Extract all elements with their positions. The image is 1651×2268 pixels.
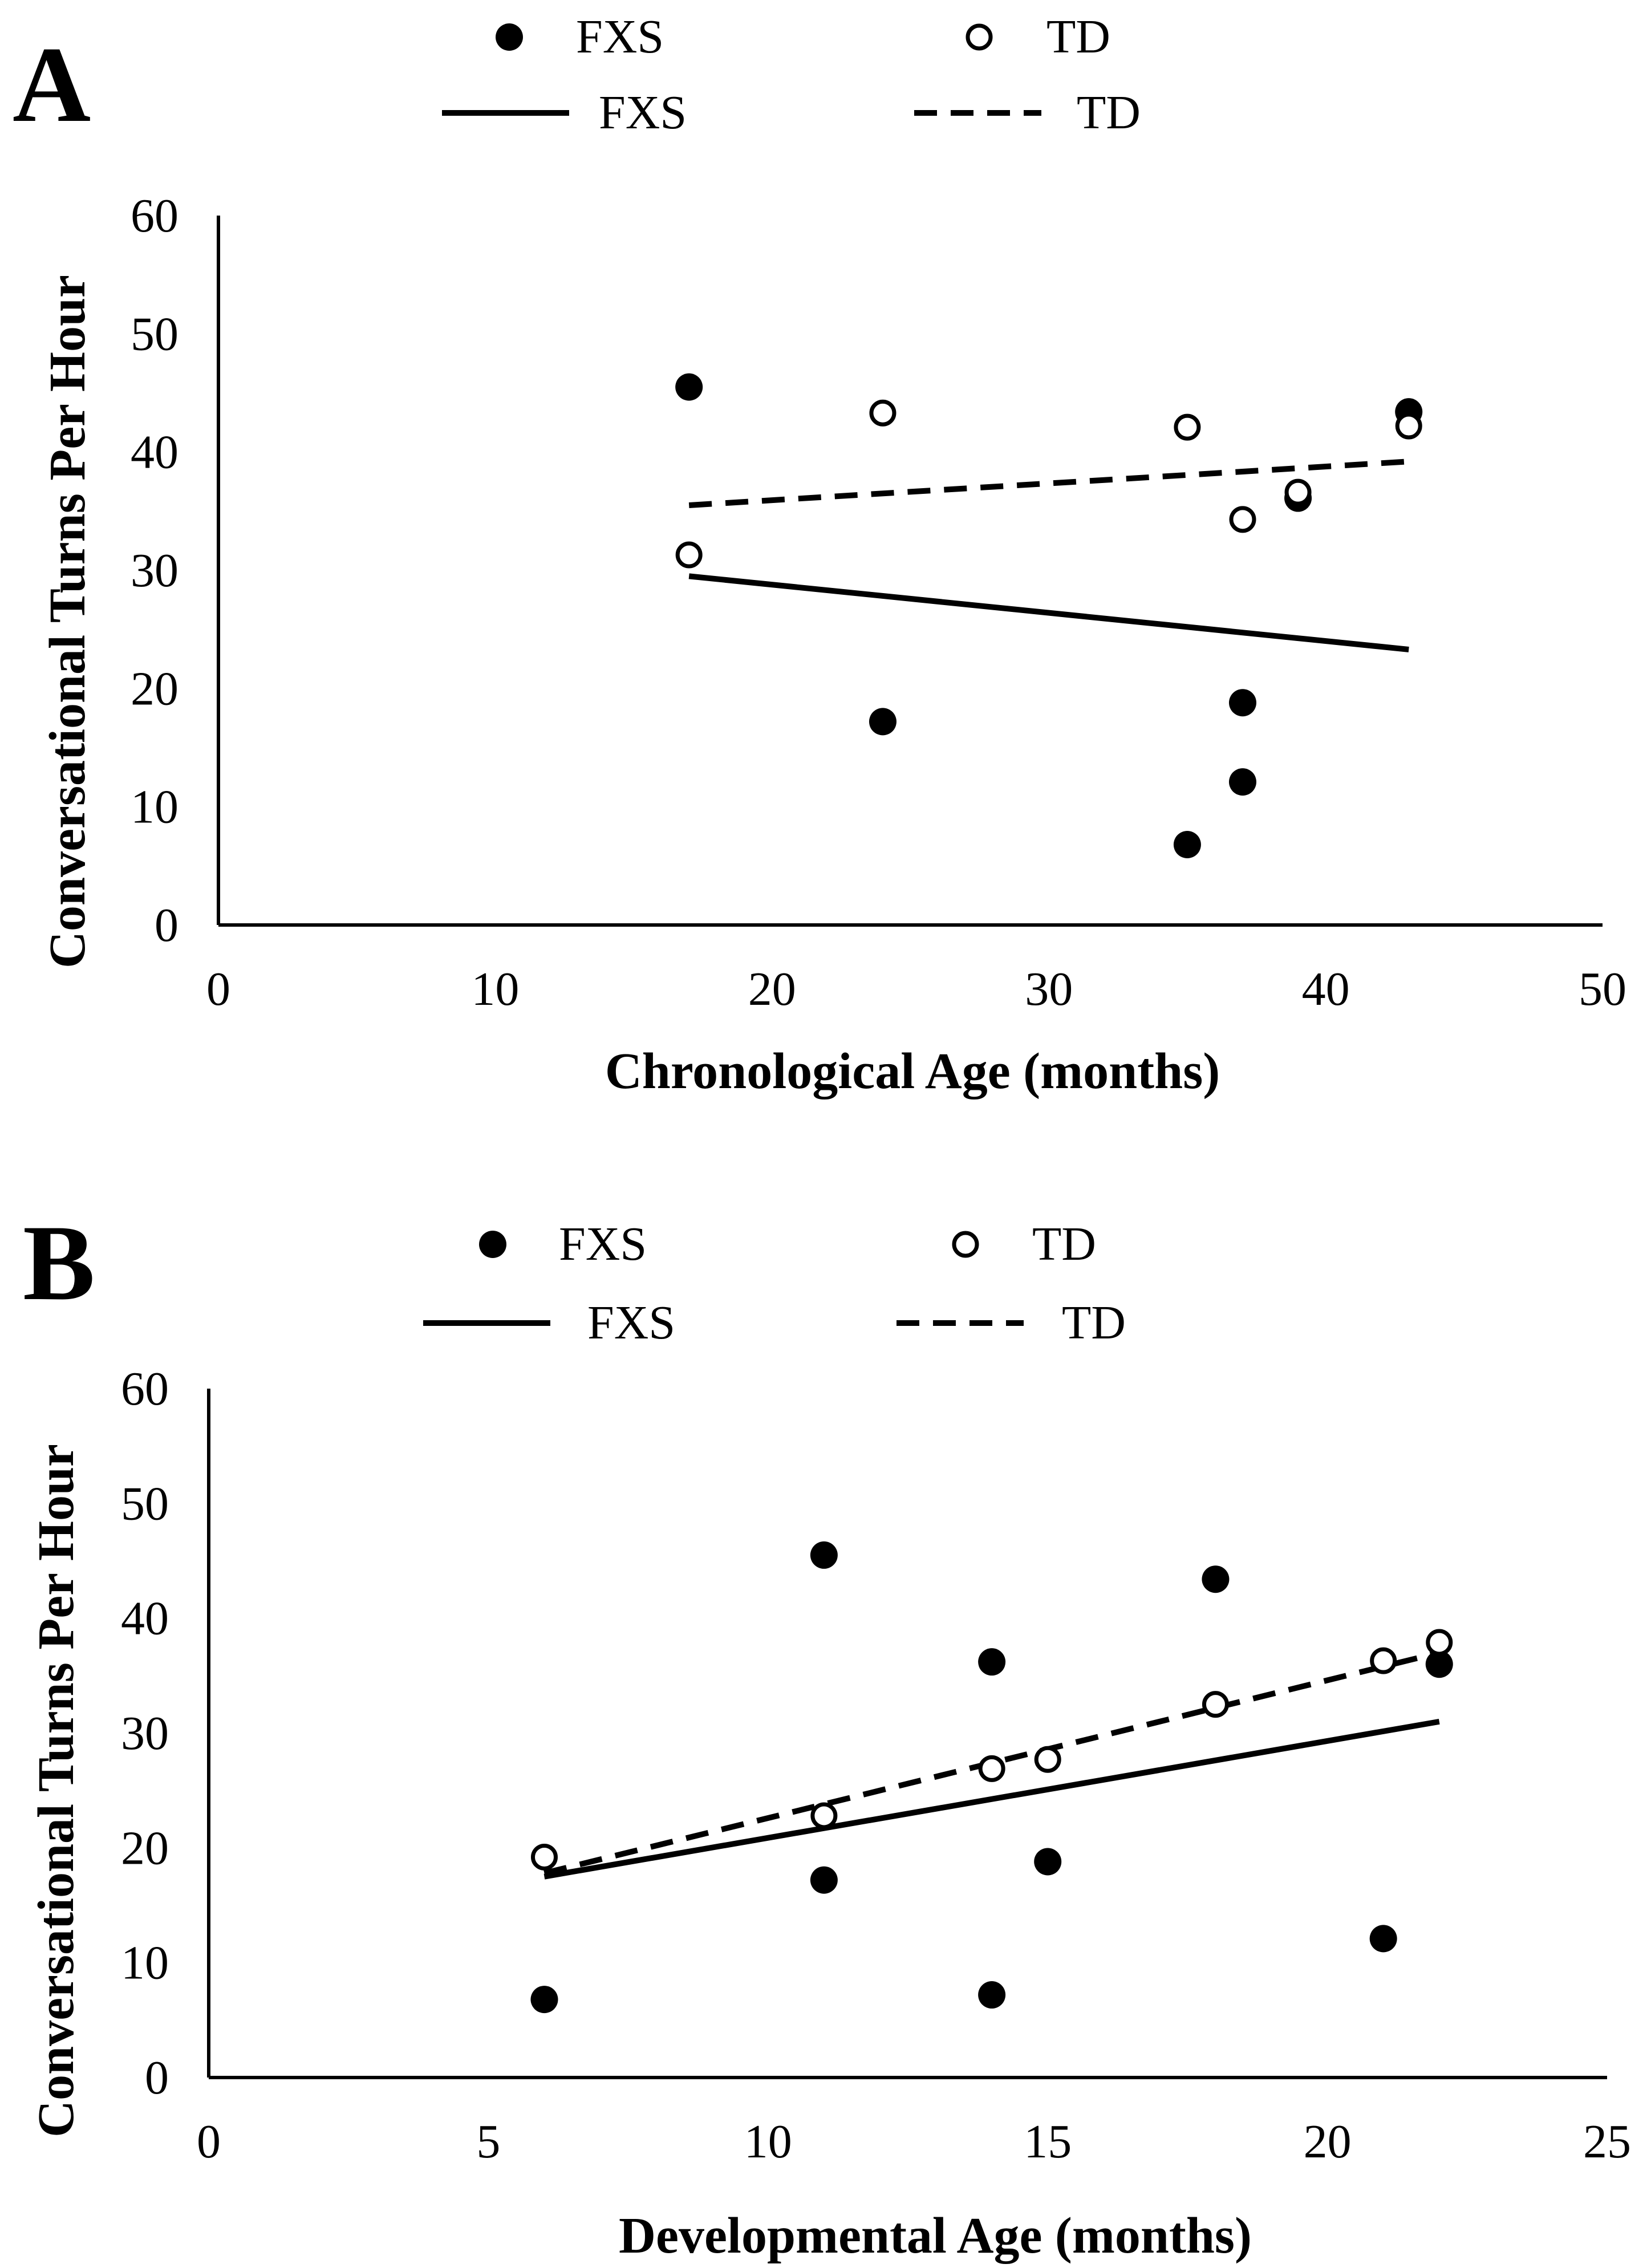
x-tick-label: 10 [471, 963, 519, 1016]
point-fxs [810, 1541, 838, 1569]
point-td [1202, 1691, 1229, 1718]
point-td [1174, 413, 1201, 441]
point-fxs [869, 708, 897, 736]
y-tick-label: 50 [121, 1477, 169, 1530]
panel-a-label: A [13, 25, 91, 145]
x-tick-label: 50 [1579, 963, 1626, 1016]
legend-fxs-marker-label: FXS [559, 1218, 647, 1271]
point-fxs [1425, 1650, 1453, 1678]
y-tick-label: 50 [131, 307, 179, 360]
point-td [978, 1755, 1005, 1782]
point-td [869, 399, 897, 427]
x-tick-label: 30 [1025, 963, 1073, 1016]
x-tick-label: 20 [748, 963, 796, 1016]
panel-b-plot: 0 10 20 30 40 50 60 0 5 10 15 20 25 [121, 1362, 1631, 2168]
y-tick-label: 30 [131, 544, 179, 597]
legend-fxs-marker-icon [496, 23, 523, 51]
point-fxs [978, 1981, 1006, 2009]
point-td [1034, 1746, 1061, 1773]
point-fxs [1228, 768, 1256, 796]
legend-fxs-line-label: FXS [587, 1296, 675, 1349]
legend-fxs-line-label: FXS [599, 86, 687, 139]
trendline-fxs [688, 573, 1409, 652]
y-tick-label: 30 [121, 1707, 169, 1760]
point-td [530, 1843, 558, 1871]
point-fxs [1173, 831, 1201, 859]
y-tick-label: 40 [131, 426, 179, 479]
point-fxs [1034, 1848, 1062, 1876]
point-fxs [810, 1866, 838, 1894]
point-fxs [1369, 1925, 1397, 1953]
panel-b-label: B [23, 1203, 95, 1323]
legend-fxs-marker-label: FXS [576, 10, 664, 63]
y-tick-label: 60 [131, 189, 179, 242]
trendline-td [688, 459, 1409, 508]
x-tick-label: 20 [1304, 2115, 1352, 2168]
point-fxs [1228, 689, 1256, 717]
panel-a-plot: 0 10 20 30 40 50 60 0 10 20 30 40 50 [131, 189, 1626, 1016]
y-tick-label: 0 [155, 899, 179, 952]
x-tick-label: 10 [744, 2115, 792, 2168]
legend-fxs-marker-icon [479, 1231, 506, 1258]
trendline-fxs [543, 1718, 1440, 1880]
y-tick-label: 10 [131, 781, 179, 834]
legend-td-marker-label: TD [1032, 1218, 1096, 1271]
y-tick-label: 20 [121, 1821, 169, 1875]
y-tick-label: 40 [121, 1592, 169, 1645]
panel-b-ylabel: Conversational Turns Per Hour [28, 1444, 84, 2137]
panel-a-legend: FXS TD FXS TD [442, 10, 1141, 139]
panel-a: A FXS TD FXS TD 0 10 20 30 40 50 60 0 10 20 30 40 50… [13, 10, 1626, 1099]
point-fxs [675, 373, 703, 401]
y-tick-label: 0 [145, 2051, 169, 2104]
x-tick-label: 15 [1024, 2115, 1072, 2168]
legend-td-marker-icon [952, 1231, 979, 1258]
panel-a-xlabel: Chronological Age (months) [605, 1043, 1220, 1099]
point-td [675, 541, 703, 569]
point-td [810, 1802, 838, 1829]
x-tick-label: 40 [1302, 963, 1350, 1016]
x-tick-label: 0 [206, 963, 230, 1016]
y-tick-label: 60 [121, 1362, 169, 1415]
legend-td-marker-icon [966, 23, 993, 51]
point-td [1229, 506, 1256, 533]
point-td [1284, 478, 1312, 506]
panel-b-legend: FXS TD FXS TD [423, 1218, 1126, 1349]
legend-td-line-label: TD [1062, 1296, 1126, 1349]
x-tick-label: 5 [476, 2115, 500, 2168]
point-fxs [1202, 1565, 1230, 1593]
point-td [1426, 1629, 1453, 1656]
x-tick-label: 0 [197, 2115, 221, 2168]
x-tick-label: 25 [1583, 2115, 1631, 2168]
point-td [1395, 412, 1422, 440]
point-td [1370, 1647, 1397, 1674]
y-tick-label: 20 [131, 662, 179, 715]
trendline-td [543, 1650, 1440, 1876]
point-fxs [530, 1986, 558, 2014]
legend-td-line-label: TD [1077, 86, 1141, 139]
legend-td-marker-label: TD [1046, 10, 1110, 63]
y-tick-label: 10 [121, 1937, 169, 1990]
panel-b-xlabel: Developmental Age (months) [619, 2208, 1252, 2264]
panel-a-ylabel: Conversational Turns Per Hour [39, 275, 96, 968]
point-fxs [978, 1648, 1006, 1676]
